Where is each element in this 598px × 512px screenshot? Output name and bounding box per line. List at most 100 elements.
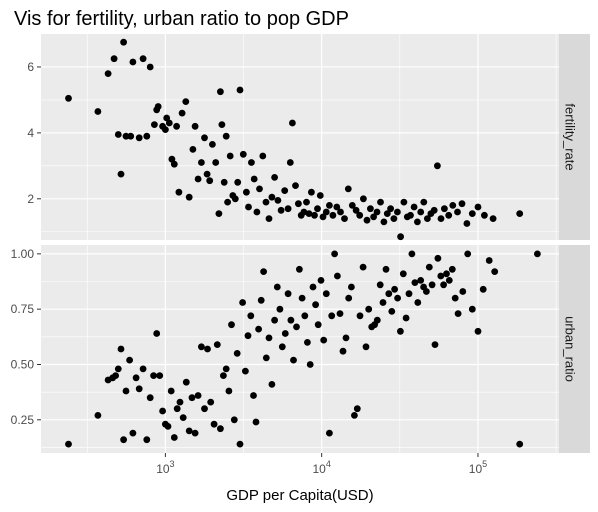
data-point <box>534 250 541 258</box>
data-point <box>290 356 297 364</box>
data-point <box>301 312 309 320</box>
data-point <box>114 131 122 138</box>
data-point <box>175 188 183 196</box>
data-point <box>377 198 384 206</box>
data-point <box>420 198 428 206</box>
data-point <box>206 177 214 185</box>
data-point <box>382 265 390 273</box>
data-point <box>185 193 193 201</box>
data-point <box>194 392 202 399</box>
data-point <box>281 330 289 337</box>
data-point <box>173 405 181 413</box>
data-point <box>360 195 367 203</box>
data-point <box>387 205 394 213</box>
y-tick-label: 0.50 <box>11 357 35 371</box>
data-point <box>156 372 164 379</box>
data-point <box>233 350 241 357</box>
data-point <box>222 132 230 140</box>
urban-strip-label: urban_ratio <box>563 316 578 382</box>
data-point <box>329 211 337 219</box>
data-point <box>454 310 462 317</box>
urban-points <box>65 250 541 448</box>
data-point <box>397 327 404 335</box>
data-point <box>262 354 270 362</box>
data-point <box>203 170 211 178</box>
data-point <box>337 208 344 216</box>
data-point <box>485 257 493 264</box>
data-point <box>300 208 308 216</box>
data-point <box>265 334 273 342</box>
data-point <box>339 347 347 355</box>
data-point <box>443 270 450 278</box>
data-point <box>425 263 433 271</box>
x-tick-label: 103 <box>156 459 174 476</box>
data-point <box>245 203 252 211</box>
data-point <box>319 213 327 221</box>
fertility-y-axis: 2 4 6 <box>27 60 41 206</box>
data-point <box>220 372 227 379</box>
data-point <box>474 203 482 211</box>
x-axis-title: GDP per Capita(USD) <box>226 487 373 504</box>
urban-y-axis: 0.25 0.50 0.75 1.00 <box>11 247 41 427</box>
data-point <box>362 343 370 351</box>
data-point <box>305 210 313 218</box>
data-point <box>224 198 232 206</box>
data-point <box>306 361 314 368</box>
data-point <box>250 175 258 183</box>
data-point <box>117 345 125 353</box>
data-point <box>122 132 130 140</box>
data-point <box>188 394 196 402</box>
data-point <box>434 254 442 262</box>
data-point <box>194 175 202 183</box>
x-tick-label: 105 <box>469 459 487 476</box>
data-point <box>448 265 456 273</box>
y-tick-label: 0.25 <box>11 413 35 427</box>
data-point <box>189 146 197 153</box>
data-point <box>454 208 461 216</box>
data-point <box>127 132 135 140</box>
data-point <box>265 215 273 223</box>
data-point <box>236 86 244 94</box>
data-point <box>437 215 445 223</box>
data-point <box>391 285 398 293</box>
data-point <box>129 58 137 66</box>
data-point <box>165 119 173 127</box>
y-tick-label: 0.75 <box>11 302 35 316</box>
data-point <box>173 122 181 130</box>
data-point <box>394 294 401 302</box>
data-point <box>449 202 457 209</box>
data-point <box>351 412 358 419</box>
data-point <box>164 423 172 430</box>
data-point <box>464 250 472 258</box>
data-point <box>151 121 158 128</box>
data-point <box>489 215 497 223</box>
data-point <box>139 55 147 63</box>
data-point <box>117 170 125 178</box>
data-point <box>430 206 438 214</box>
data-point <box>458 200 466 208</box>
data-point <box>352 206 360 214</box>
data-point <box>210 420 218 428</box>
data-point <box>348 202 356 209</box>
data-point <box>308 188 315 196</box>
data-point <box>316 192 324 199</box>
data-point <box>114 365 122 373</box>
data-point <box>132 374 140 382</box>
data-point <box>373 316 381 324</box>
data-point <box>370 213 377 221</box>
y-tick-label: 4 <box>27 126 34 140</box>
data-point <box>276 305 284 313</box>
data-point <box>365 305 373 313</box>
data-point <box>289 119 296 127</box>
data-point <box>167 387 175 395</box>
data-point <box>120 38 127 46</box>
data-point <box>312 301 319 309</box>
data-point <box>242 367 249 375</box>
data-point <box>65 94 72 102</box>
data-point <box>434 162 441 170</box>
data-point <box>250 392 257 399</box>
data-point <box>204 345 211 353</box>
data-point <box>274 197 282 204</box>
data-point <box>277 206 285 214</box>
